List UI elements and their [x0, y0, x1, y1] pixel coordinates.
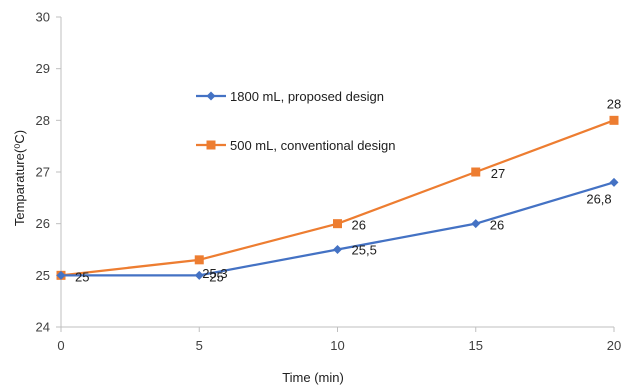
chart-axes: 24 25 26 27 28 29 30 0 5 10 15 20	[36, 10, 622, 354]
x-tick-label: 15	[469, 338, 483, 353]
y-tick-label: 29	[36, 61, 50, 76]
square-marker	[194, 255, 204, 265]
y-tick-label: 26	[36, 216, 50, 231]
legend-label: 500 mL, conventional design	[230, 138, 396, 153]
y-tick-label: 30	[36, 10, 50, 25]
data-label: 25,3	[202, 266, 227, 281]
x-axis-title: Time (min)	[282, 370, 344, 385]
data-labels-layer: 25 25 25,5 26 26,8 25,3 26 27 28	[75, 96, 621, 284]
y-tick-label: 25	[36, 268, 50, 283]
diamond-marker	[471, 219, 481, 229]
y-axis-title: Temparature(⁰C)	[12, 130, 27, 226]
x-tick-label: 10	[330, 338, 344, 353]
legend-diamond-marker	[206, 91, 216, 101]
data-label: 25	[75, 269, 89, 284]
y-tick-label: 28	[36, 113, 50, 128]
x-tick-label: 0	[57, 338, 64, 353]
diamond-marker	[194, 270, 204, 280]
y-tick-label: 27	[36, 165, 50, 180]
series-layer	[56, 115, 619, 280]
x-tick-label: 20	[607, 338, 621, 353]
square-marker	[333, 219, 342, 229]
data-label: 27	[491, 166, 505, 181]
square-marker	[471, 167, 481, 177]
data-label: 25	[209, 269, 223, 284]
diamond-marker	[609, 177, 619, 187]
legend: 1800 mL, proposed design 500 mL, conventi…	[196, 89, 396, 153]
data-label: 26	[490, 218, 504, 233]
square-marker	[609, 115, 619, 125]
x-tick-label: 5	[196, 338, 203, 353]
data-label: 28	[607, 96, 621, 111]
diamond-marker	[333, 245, 342, 254]
y-tick-label: 24	[36, 320, 50, 335]
data-label: 26,8	[586, 191, 611, 206]
data-label: 26	[352, 218, 366, 233]
data-label: 25,5	[352, 243, 377, 258]
series-line-0	[61, 181, 615, 277]
legend-square-marker	[206, 140, 216, 150]
diamond-marker	[56, 270, 66, 280]
legend-label: 1800 mL, proposed design	[230, 89, 384, 104]
